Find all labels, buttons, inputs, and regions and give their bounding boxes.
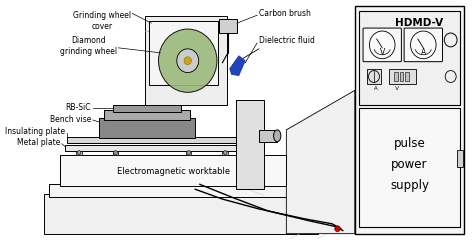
Bar — [76, 151, 82, 155]
Bar — [359, 108, 460, 227]
Circle shape — [77, 151, 81, 155]
Bar — [236, 100, 264, 189]
Bar — [457, 150, 463, 168]
Text: Bench vise: Bench vise — [50, 115, 91, 125]
Bar — [145, 16, 227, 105]
Bar — [99, 118, 195, 138]
Text: Metal plate: Metal plate — [17, 138, 60, 147]
Circle shape — [177, 49, 199, 72]
Bar — [67, 137, 259, 143]
Text: A          V: A V — [374, 86, 399, 91]
Text: Electromagnetic worktable: Electromagnetic worktable — [117, 167, 230, 176]
Bar — [113, 105, 182, 112]
Text: pulse
power
supply: pulse power supply — [390, 137, 429, 192]
Text: Dielectric fluid: Dielectric fluid — [259, 36, 315, 45]
Polygon shape — [286, 90, 355, 234]
Bar — [400, 72, 403, 81]
Bar — [65, 145, 264, 151]
Text: HDMD-V: HDMD-V — [395, 18, 443, 28]
Bar — [394, 72, 398, 81]
Bar — [405, 72, 409, 81]
Text: Grinding wheel
cover: Grinding wheel cover — [73, 11, 131, 31]
Bar — [186, 151, 191, 155]
Bar — [219, 19, 237, 33]
Polygon shape — [230, 56, 245, 76]
Circle shape — [410, 31, 436, 59]
Circle shape — [223, 151, 227, 155]
Bar — [104, 110, 191, 120]
Bar — [45, 194, 319, 234]
Bar — [60, 155, 286, 186]
Bar — [222, 151, 228, 155]
Text: V: V — [380, 48, 385, 57]
Circle shape — [114, 151, 118, 155]
Bar — [259, 130, 277, 142]
Text: RB-SiC: RB-SiC — [65, 103, 91, 112]
Circle shape — [184, 57, 191, 65]
FancyBboxPatch shape — [363, 28, 401, 62]
Circle shape — [335, 226, 340, 232]
Bar — [367, 69, 381, 84]
Text: Diamond
grinding wheel: Diamond grinding wheel — [60, 36, 118, 56]
Circle shape — [187, 151, 191, 155]
Circle shape — [369, 31, 395, 59]
Text: A: A — [421, 48, 426, 57]
Bar — [49, 184, 312, 197]
Bar — [359, 11, 460, 105]
Text: Carbon brush: Carbon brush — [259, 9, 311, 18]
FancyBboxPatch shape — [404, 28, 443, 62]
Bar — [113, 151, 118, 155]
Bar — [355, 6, 465, 234]
Bar — [149, 21, 218, 85]
Text: Insulating plate: Insulating plate — [5, 127, 65, 136]
Ellipse shape — [273, 130, 281, 142]
Bar — [389, 69, 416, 84]
Circle shape — [158, 29, 217, 92]
